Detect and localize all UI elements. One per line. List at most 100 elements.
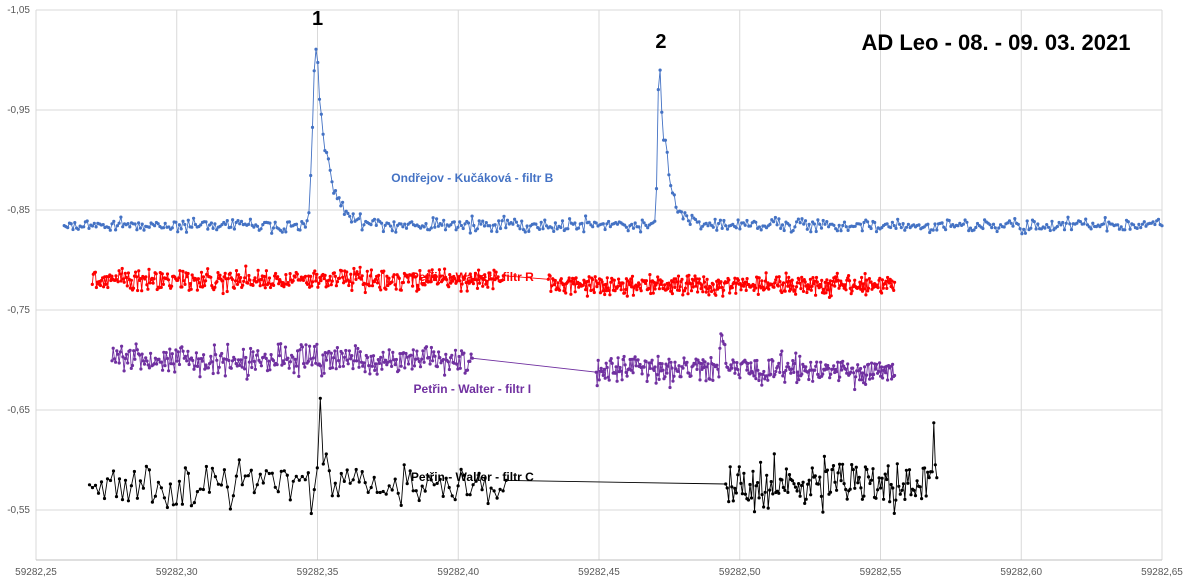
data-point — [177, 479, 181, 483]
data-point — [447, 485, 451, 490]
series-label: Petřin - Walter - filtr I — [414, 382, 532, 396]
data-point — [417, 287, 421, 291]
data-point — [677, 288, 682, 292]
data-point — [340, 351, 344, 355]
data-point — [315, 342, 319, 346]
chart-title: AD Leo - 08. - 09. 03. 2021 — [861, 30, 1130, 55]
data-point — [780, 223, 785, 227]
data-point — [819, 226, 824, 230]
data-point — [399, 222, 403, 226]
data-point — [317, 281, 321, 285]
data-point — [248, 278, 252, 282]
data-point — [1117, 227, 1121, 231]
data-point — [892, 288, 896, 292]
data-point — [401, 280, 405, 285]
data-point — [674, 205, 678, 209]
data-point — [412, 364, 417, 368]
data-point — [501, 274, 505, 278]
data-point — [931, 228, 935, 232]
data-point — [217, 365, 221, 369]
data-point — [222, 275, 226, 279]
data-point — [549, 289, 553, 293]
data-point — [394, 357, 398, 362]
data-point — [866, 289, 870, 293]
data-point — [553, 278, 557, 283]
data-point — [623, 363, 627, 367]
data-point — [417, 498, 421, 503]
data-point — [853, 387, 857, 392]
data-point — [772, 452, 776, 456]
data-point — [803, 501, 807, 505]
data-point — [631, 226, 636, 230]
data-point — [461, 226, 465, 231]
data-point — [300, 220, 304, 224]
data-point — [123, 478, 128, 482]
data-point — [890, 279, 894, 283]
data-point — [670, 292, 675, 296]
data-point — [411, 489, 415, 493]
data-point — [451, 279, 455, 283]
data-point — [189, 287, 193, 291]
data-point — [341, 364, 345, 368]
data-point — [607, 288, 611, 293]
data-point — [333, 481, 337, 485]
data-point — [310, 363, 314, 367]
data-point — [601, 373, 605, 377]
data-point — [170, 352, 174, 356]
data-point — [280, 230, 284, 234]
data-point — [695, 277, 699, 281]
data-point — [835, 370, 839, 374]
data-point — [511, 222, 515, 226]
data-point — [255, 353, 259, 357]
data-point — [702, 275, 706, 279]
data-point — [381, 350, 385, 354]
data-point — [271, 226, 275, 230]
data-point — [851, 366, 855, 370]
data-point — [281, 359, 285, 363]
series-label: Petřin - Walter - filtr C — [411, 470, 534, 484]
data-point — [174, 220, 178, 224]
data-point — [773, 215, 778, 220]
data-point — [479, 222, 483, 226]
data-point — [161, 282, 165, 286]
data-point — [823, 280, 827, 284]
data-point — [724, 361, 728, 365]
data-point — [846, 276, 850, 280]
data-point — [69, 222, 73, 226]
data-point — [765, 473, 769, 477]
data-point — [1022, 227, 1026, 231]
data-point — [121, 277, 125, 281]
data-point — [706, 224, 710, 228]
data-point — [956, 224, 960, 228]
data-point — [235, 364, 239, 368]
data-point — [454, 228, 458, 232]
data-point — [709, 289, 714, 294]
data-point — [933, 222, 937, 226]
data-point — [124, 275, 128, 280]
data-point — [736, 473, 740, 477]
data-point — [853, 224, 857, 228]
data-point — [128, 286, 132, 290]
data-point — [766, 506, 770, 510]
data-point — [446, 360, 450, 364]
data-point — [93, 270, 97, 274]
data-point — [657, 377, 661, 381]
data-point — [181, 349, 185, 353]
data-point — [453, 498, 457, 502]
data-point — [815, 360, 819, 364]
data-point — [315, 272, 319, 276]
data-point — [564, 291, 568, 295]
data-point — [742, 471, 746, 475]
y-tick-label: -0,75 — [7, 305, 30, 316]
data-point — [794, 285, 799, 289]
data-point — [683, 289, 687, 293]
data-point — [754, 286, 758, 290]
data-point — [150, 500, 154, 504]
data-point — [1084, 217, 1088, 221]
data-point — [863, 365, 867, 369]
data-point — [835, 271, 839, 275]
data-point — [393, 477, 397, 481]
data-point — [759, 228, 763, 232]
data-point — [282, 285, 286, 289]
data-point — [898, 492, 902, 496]
